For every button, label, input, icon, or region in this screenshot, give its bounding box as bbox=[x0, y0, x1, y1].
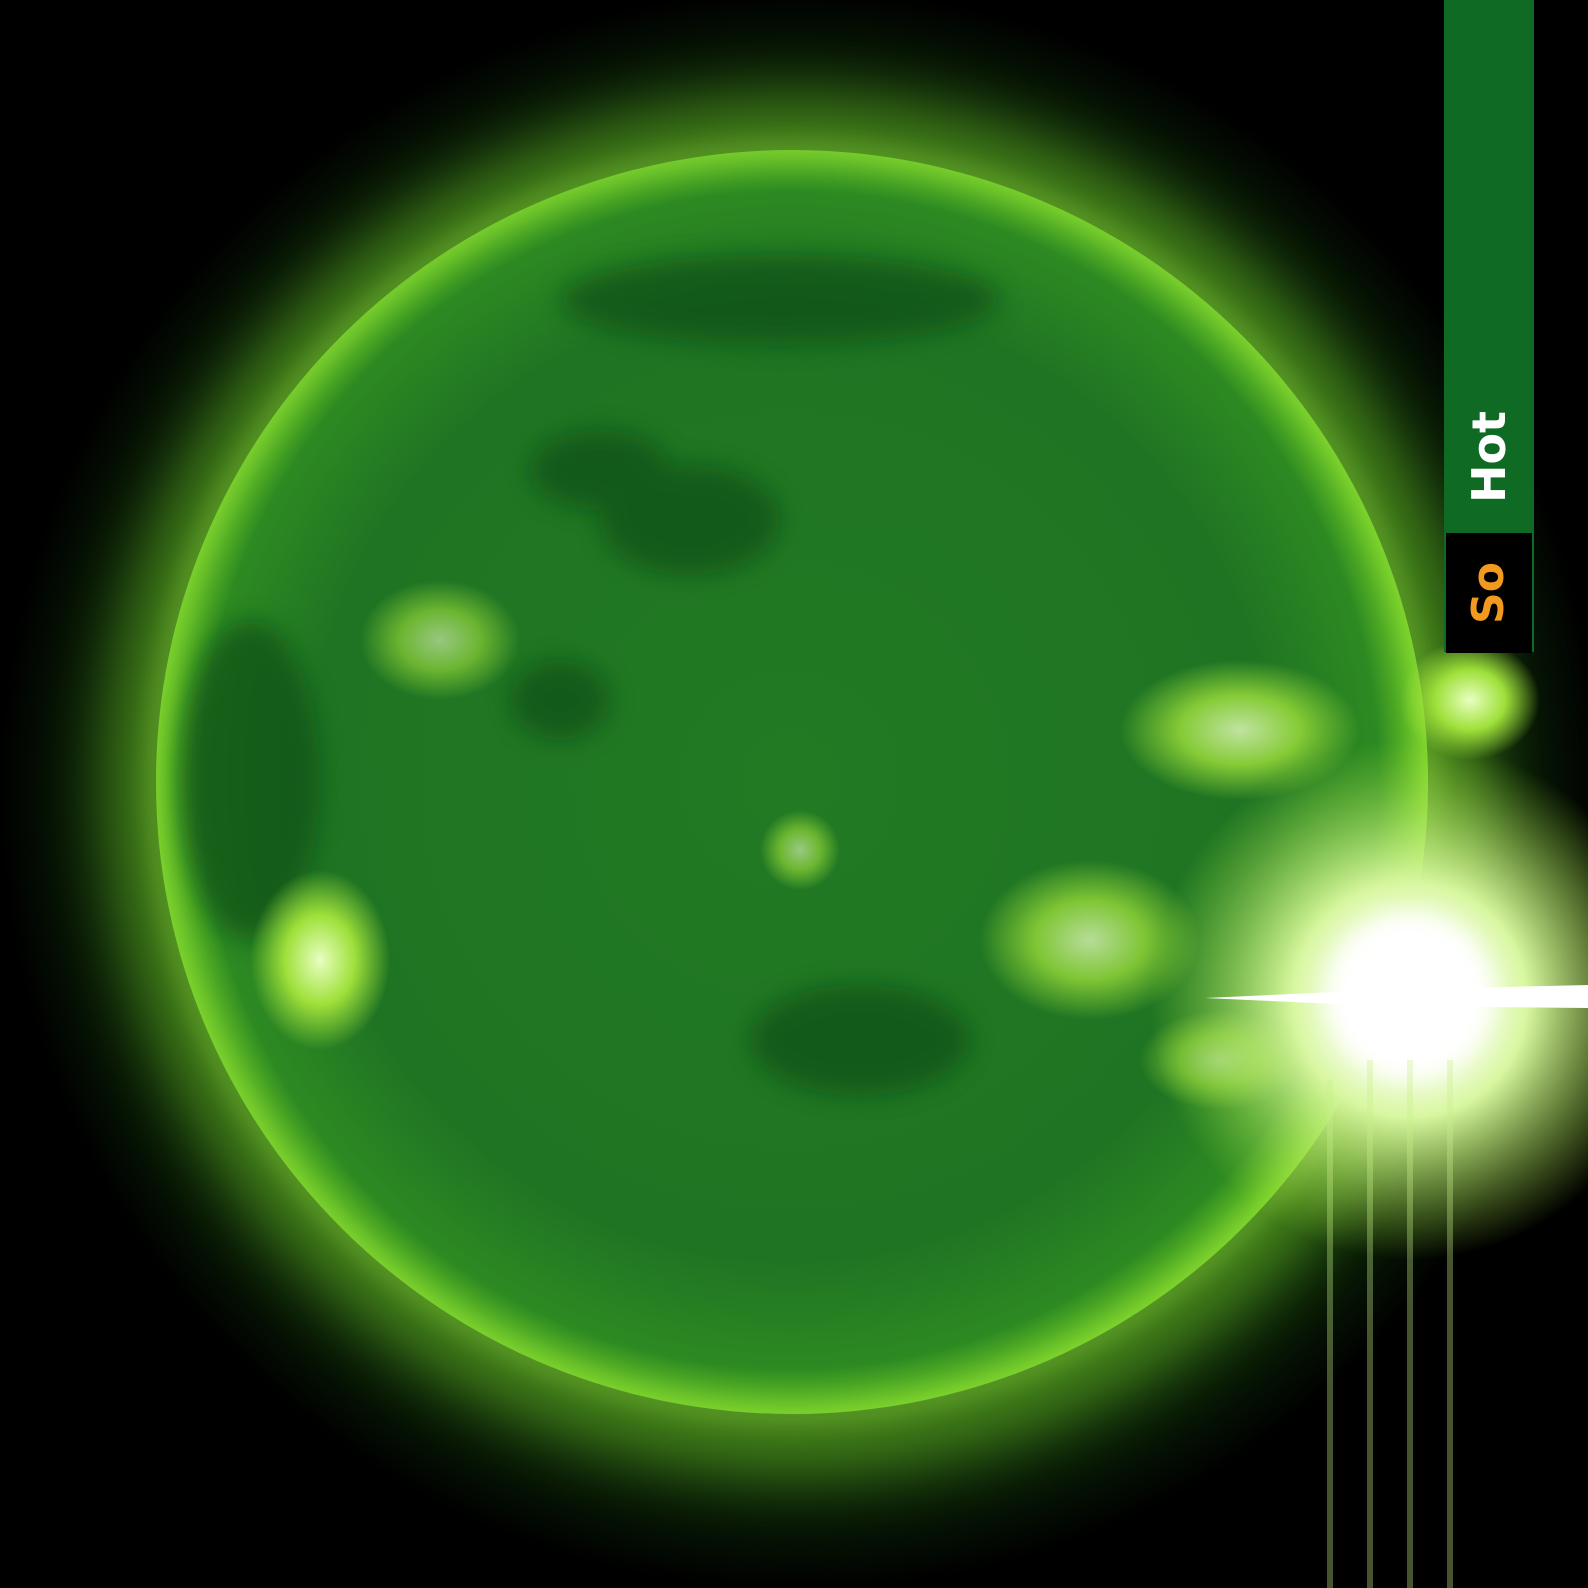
bleed-lines bbox=[1327, 1060, 1453, 1588]
title-word-so-text: So bbox=[1462, 562, 1514, 624]
title-word-hot: Hot bbox=[1444, 402, 1534, 512]
title-word-so-box: So bbox=[1446, 533, 1532, 653]
solar-disk bbox=[156, 150, 1428, 1414]
flare-streak bbox=[1205, 985, 1588, 1008]
title-word-hot-text: Hot bbox=[1462, 410, 1516, 504]
coronal-holes bbox=[180, 255, 1000, 1095]
